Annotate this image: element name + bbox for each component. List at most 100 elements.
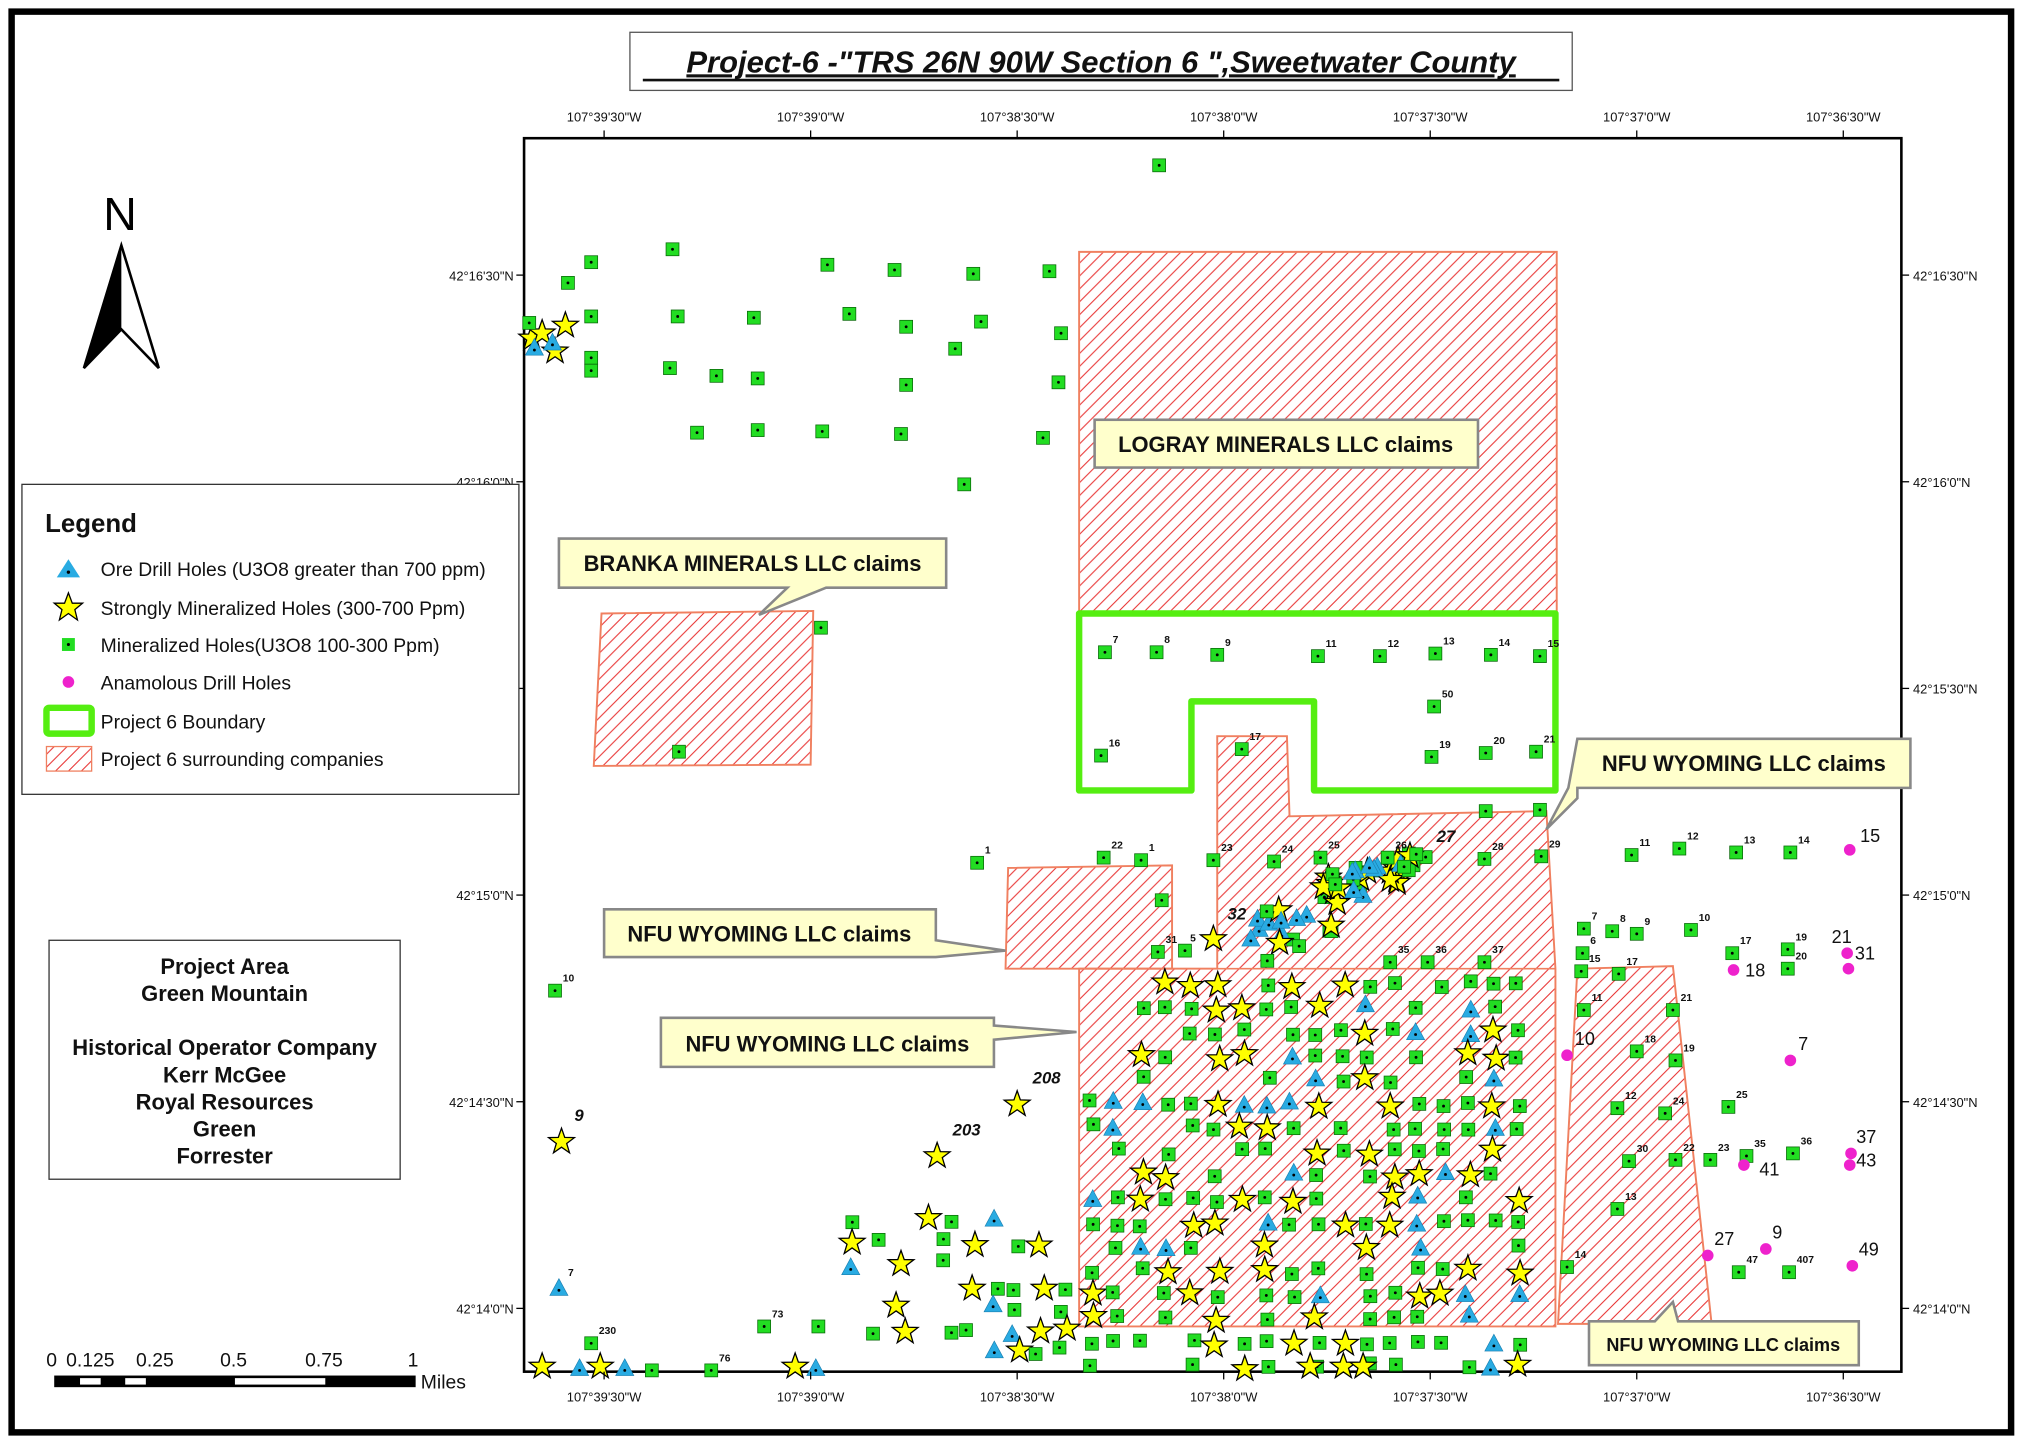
- nfu-left-claims-area: [1004, 864, 1174, 970]
- lon-label-top: 107°38'0"W: [1190, 109, 1258, 124]
- hole-center-dot: [1414, 1006, 1418, 1010]
- hole-center-dot: [979, 320, 983, 324]
- hole-center-dot: [1365, 1342, 1369, 1346]
- hole-center-dot: [1368, 1175, 1372, 1178]
- ore-hole-triangle-icon: [1234, 1094, 1254, 1113]
- hole-center-dot: [1287, 1223, 1291, 1227]
- hole-center-dot: [1674, 1058, 1677, 1062]
- hole-center-dot: [1333, 882, 1337, 886]
- callout-nfu-left: NFU WYOMING LLC claims: [602, 907, 1006, 959]
- strong-hole-star-icon: [1477, 1090, 1507, 1119]
- hole-center-dot: [1538, 808, 1542, 812]
- hole-center-dot: [1615, 1207, 1619, 1211]
- hole-center-dot: [1240, 1147, 1244, 1151]
- hole-center-dot: [1368, 1317, 1372, 1321]
- hole-center-dot: [1141, 1103, 1145, 1106]
- strong-hole-star-icon: [1150, 966, 1180, 995]
- hole-center-dot: [714, 374, 718, 378]
- hole-label: 26: [1395, 841, 1407, 852]
- strong-hole-star-icon: [546, 1126, 577, 1155]
- hole-center-dot: [1415, 1315, 1419, 1319]
- strong-hole-star-icon: [1150, 1162, 1181, 1191]
- hatch-swatch-icon: [45, 745, 93, 772]
- hole-center-dot: [1057, 380, 1060, 384]
- ore-hole-triangle-icon: [1279, 1091, 1299, 1110]
- strong-hole-star-icon: [1264, 927, 1295, 956]
- hole-center-dot: [1430, 755, 1433, 759]
- hole-center-dot: [1265, 1106, 1269, 1110]
- scale-label: 0.5: [220, 1349, 247, 1371]
- ore-hole-triangle-icon: [1407, 1213, 1427, 1232]
- hole-label: 36: [1435, 945, 1447, 956]
- strong-hole-star-icon: [1230, 1353, 1260, 1382]
- hole-center-dot: [1314, 1197, 1318, 1201]
- hole-center-dot: [1492, 1079, 1496, 1083]
- hole-center-dot: [756, 428, 760, 432]
- strong-hole-star-icon: [1249, 1254, 1280, 1283]
- hole-center-dot: [1466, 1128, 1470, 1132]
- hole-center-dot: [1059, 331, 1063, 335]
- hole-center-dot: [1164, 1249, 1168, 1252]
- hole-center-dot: [1266, 1223, 1270, 1227]
- hole-center-dot: [756, 377, 760, 380]
- hole-center-dot: [1483, 857, 1486, 861]
- hole-center-dot: [1188, 1032, 1192, 1035]
- ore-hole-triangle-icon: [1287, 908, 1307, 926]
- hole-center-dot: [1162, 1291, 1166, 1295]
- hole-center-dot: [1440, 985, 1444, 989]
- hole-center-dot: [1138, 1339, 1142, 1343]
- strong-hole-label: 208: [1032, 1069, 1062, 1088]
- lon-label-bottom: 107°38'0"W: [1190, 1389, 1258, 1404]
- hole-label: 9: [1225, 638, 1231, 649]
- hole-label: 11: [1592, 993, 1603, 1004]
- hole-center-dot: [1291, 1033, 1295, 1037]
- anomalous-hole-label: 21: [1832, 927, 1852, 947]
- ore-hole-triangle-icon: [1461, 1024, 1481, 1042]
- hole-label: 12: [1687, 832, 1699, 843]
- callout-nfu-left-text: NFU WYOMING LLC claims: [627, 922, 911, 947]
- hole-center-dot: [1442, 1128, 1446, 1131]
- ore-hole-triangle-icon: [1271, 910, 1291, 929]
- anomalous-hole-icon: [1701, 1249, 1714, 1262]
- hole-center-dot: [1216, 1295, 1220, 1299]
- hole-center-dot: [1414, 1033, 1417, 1036]
- hole-center-dot: [1615, 1106, 1619, 1110]
- hole-center-dot: [971, 272, 975, 276]
- hole-center-dot: [1111, 1101, 1115, 1105]
- project-info-line: Historical Operator Company: [72, 1035, 377, 1060]
- title-box: Project-6 -"TRS 26N 90W Section 6 ",Swee…: [629, 31, 1573, 92]
- hole-center-dot: [1167, 1152, 1171, 1156]
- hole-center-dot: [1416, 1340, 1420, 1344]
- strong-hole-star-icon: [1002, 1088, 1032, 1117]
- hole-center-dot: [1215, 653, 1219, 657]
- hole-center-dot: [1674, 1158, 1677, 1162]
- hole-center-dot: [1331, 872, 1334, 876]
- hole-label: 13: [1625, 1192, 1637, 1203]
- strong-hole-star-icon: [1304, 990, 1335, 1019]
- strong-hole-star-icon: [1330, 969, 1360, 998]
- hole-center-dot: [1630, 853, 1634, 857]
- hole-label: 24: [1673, 1096, 1685, 1107]
- hole-label: 21: [1544, 735, 1556, 746]
- hole-center-dot: [950, 1331, 953, 1335]
- hole-center-dot: [1483, 960, 1486, 964]
- hole-center-dot: [1413, 1127, 1417, 1131]
- ore-hole-triangle-icon: [542, 332, 563, 351]
- hole-label: 29: [1549, 839, 1561, 850]
- lon-label-bottom: 107°39'0"W: [777, 1389, 845, 1404]
- ore-hole-triangle-icon: [524, 337, 544, 356]
- strong-hole-star-icon: [1125, 1183, 1156, 1213]
- strong-hole-star-icon: [1025, 1315, 1056, 1344]
- hole-center-dot: [1295, 918, 1299, 922]
- hole-center-dot: [1111, 1128, 1115, 1132]
- strong-hole-star-icon: [1202, 969, 1233, 998]
- legend-item-strong: Strongly Mineralized Holes (300-700 Ppm): [101, 598, 466, 620]
- hole-label: 10: [563, 974, 575, 985]
- anomalous-hole-label: 15: [1860, 826, 1880, 846]
- strong-hole-star-icon: [1203, 1089, 1233, 1118]
- hole-center-dot: [1339, 1126, 1343, 1130]
- strong-hole-star-icon: [1227, 1184, 1258, 1213]
- hole-label: 25: [1736, 1090, 1748, 1101]
- hole-center-dot: [1635, 932, 1639, 936]
